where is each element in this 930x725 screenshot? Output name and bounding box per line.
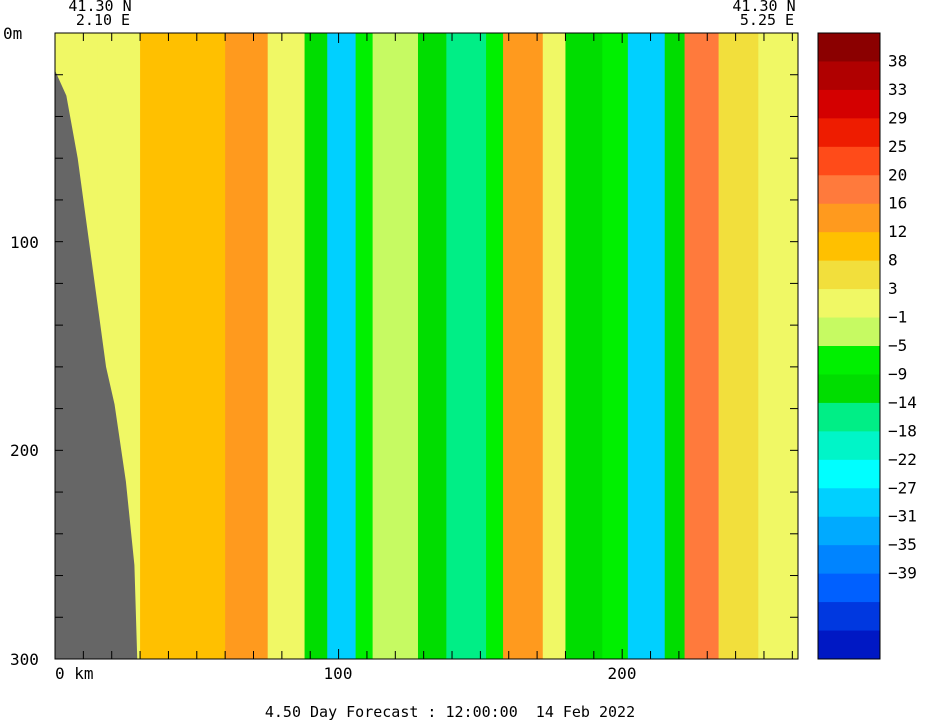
- colorbar-swatch-0: [818, 33, 880, 62]
- right-lat-label: 41.30 N: [732, 0, 795, 15]
- field-column-20: [758, 33, 798, 659]
- colorbar-swatch-19: [818, 573, 880, 603]
- forecast-caption: 4.50 Day Forecast : 12:00:00 14 Feb 2022: [265, 703, 635, 721]
- field-column-14: [565, 33, 603, 659]
- colorbar-swatch-8: [818, 260, 880, 290]
- x-tick-200: 200: [608, 664, 637, 683]
- colorbar-label: 20: [888, 165, 907, 184]
- field-column-13: [542, 33, 567, 659]
- x-tick-100: 100: [324, 664, 353, 683]
- field-column-17: [664, 33, 686, 659]
- colorbar-label: −5: [888, 336, 907, 355]
- y-tick-300: 300: [10, 650, 39, 669]
- x-tick-0: 0 km: [55, 664, 94, 683]
- colorbar-swatch-4: [818, 146, 880, 176]
- colorbar-label: 16: [888, 194, 907, 213]
- field-column-15: [602, 33, 629, 659]
- colorbar-label: −22: [888, 450, 917, 469]
- colorbar-swatch-14: [818, 431, 880, 461]
- colorbar-swatch-7: [818, 232, 880, 262]
- y-tick-100: 100: [10, 233, 39, 252]
- colorbar-label: −27: [888, 478, 917, 497]
- axis-ticks: [54, 32, 798, 660]
- colorbar-label: −1: [888, 308, 907, 327]
- left-lat-label: 41.30 N: [68, 0, 131, 15]
- colorbar-swatch-15: [818, 459, 880, 489]
- colorbar-label: −14: [888, 393, 917, 412]
- colorbar-swatch-5: [818, 175, 880, 205]
- colorbar-swatch-6: [818, 203, 880, 233]
- field-column-12: [503, 33, 544, 659]
- y-tick-200: 200: [10, 441, 39, 460]
- colorbar-swatch-13: [818, 402, 880, 432]
- value-field: [55, 33, 798, 659]
- plot-frame: [54, 32, 799, 660]
- right-lon-label: 5.25 E: [740, 11, 794, 29]
- colorbar-swatch-12: [818, 374, 880, 404]
- colorbar-swatch-20: [818, 602, 880, 632]
- field-column-18: [684, 33, 720, 659]
- colorbar-label: 29: [888, 108, 907, 127]
- colorbar-label: 33: [888, 80, 907, 99]
- y-tick-0: 0m: [3, 24, 22, 43]
- field-column-7: [355, 33, 374, 659]
- colorbar-swatch-9: [818, 289, 880, 319]
- colorbar-label: −31: [888, 507, 917, 526]
- colorbar-swatch-10: [818, 317, 880, 347]
- colorbar-label: 38: [888, 51, 907, 70]
- colorbar-label: 12: [888, 222, 907, 241]
- colorbar-swatch-2: [818, 89, 880, 119]
- field-column-16: [627, 33, 666, 659]
- field-column-3: [225, 33, 269, 659]
- colorbar-label: −39: [888, 564, 917, 583]
- field-column-8: [372, 33, 419, 659]
- colorbar-swatch-16: [818, 488, 880, 518]
- field-column-19: [718, 33, 759, 659]
- colorbar-frame: [817, 32, 881, 660]
- colorbar-swatch-17: [818, 516, 880, 546]
- field-column-5: [304, 33, 328, 659]
- colorbar-swatch-21: [818, 630, 880, 660]
- colorbar-label: 3: [888, 279, 898, 298]
- colorbar-label: −35: [888, 535, 917, 554]
- field-column-6: [327, 33, 357, 659]
- colorbar-label: 25: [888, 137, 907, 156]
- field-column-11: [486, 33, 504, 659]
- colorbar: 38 33 29 25 20 16 12 8 3 −1 −5 −9 −14 −18 −22 −27 −31 −35…: [818, 33, 917, 660]
- colorbar-label: −9: [888, 364, 907, 383]
- field-column-4: [267, 33, 306, 659]
- plot-area: [55, 33, 798, 659]
- colorbar-label: −18: [888, 421, 917, 440]
- field-column-9: [417, 33, 447, 659]
- colorbar-swatch-1: [818, 61, 880, 91]
- colorbar-swatch-11: [818, 346, 880, 375]
- colorbar-swatch-3: [818, 118, 880, 148]
- colorbar-swatch-18: [818, 545, 880, 575]
- field-column-2: [140, 33, 226, 659]
- colorbar-label: 8: [888, 251, 898, 270]
- left-lon-label: 2.10 E: [76, 11, 130, 29]
- field-column-10: [446, 33, 487, 659]
- land-mask: [55, 33, 138, 659]
